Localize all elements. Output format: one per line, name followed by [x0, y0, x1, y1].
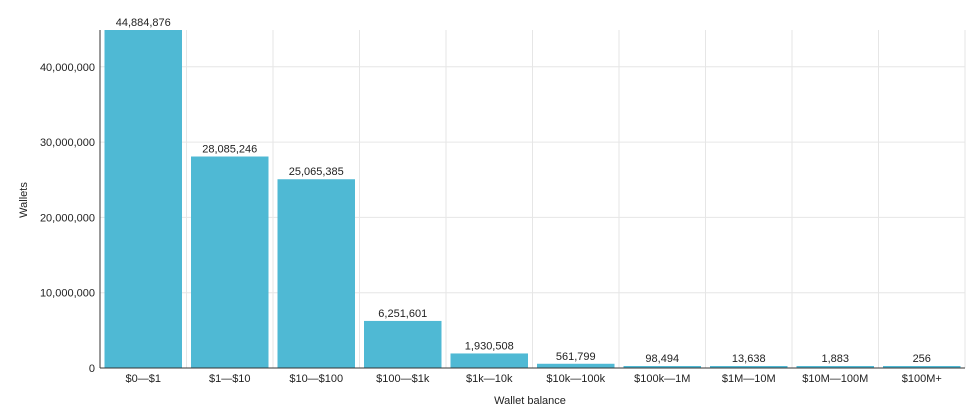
y-tick-label: 10,000,000	[40, 288, 95, 300]
bar-data-label: 561,799	[556, 351, 596, 363]
x-tick-label: $100M+	[902, 373, 942, 385]
bar-data-label: 28,085,246	[202, 144, 257, 156]
y-tick-label: 0	[89, 363, 95, 375]
x-tick-label: $10M—100M	[802, 373, 868, 385]
bar-data-label: 13,638	[732, 353, 766, 365]
bar	[364, 320, 442, 368]
bar-data-label: 6,251,601	[378, 308, 427, 320]
bar-data-label: 256	[913, 353, 931, 365]
x-tick-label: $100—$1k	[376, 373, 430, 385]
bar	[537, 363, 615, 368]
x-axis-title: Wallet balance	[494, 395, 566, 407]
x-tick-label: $1M—10M	[722, 373, 776, 385]
x-tick-label: $1—$10	[209, 373, 251, 385]
bar	[191, 156, 269, 368]
bar	[710, 366, 788, 368]
x-tick-label: $10k—100k	[546, 373, 605, 385]
bar-data-label: 44,884,876	[116, 17, 171, 29]
y-axis-title: Wallets	[18, 182, 30, 218]
bar-data-label: 1,883	[821, 353, 849, 365]
bar-data-label: 1,930,508	[465, 340, 514, 352]
bar	[450, 353, 528, 368]
bar-data-label: 98,494	[645, 353, 679, 365]
labels-layer: 0 10,000,000 20,000,000 30,000,000 40,000,00…	[40, 17, 942, 385]
bar	[883, 366, 961, 368]
x-tick-label: $100k—1M	[634, 373, 690, 385]
y-tick-label: 40,000,000	[40, 62, 95, 74]
bar	[277, 179, 355, 368]
bar-data-label: 25,065,385	[289, 166, 344, 178]
bar	[104, 30, 182, 368]
y-tick-label: 20,000,000	[40, 212, 95, 224]
bar	[623, 366, 701, 368]
bars-layer	[104, 30, 961, 368]
x-tick-label: $1k—10k	[466, 373, 513, 385]
y-tick-label: 30,000,000	[40, 137, 95, 149]
x-tick-label: $10—$100	[289, 373, 343, 385]
x-tick-label: $0—$1	[126, 373, 161, 385]
bar	[796, 366, 874, 368]
